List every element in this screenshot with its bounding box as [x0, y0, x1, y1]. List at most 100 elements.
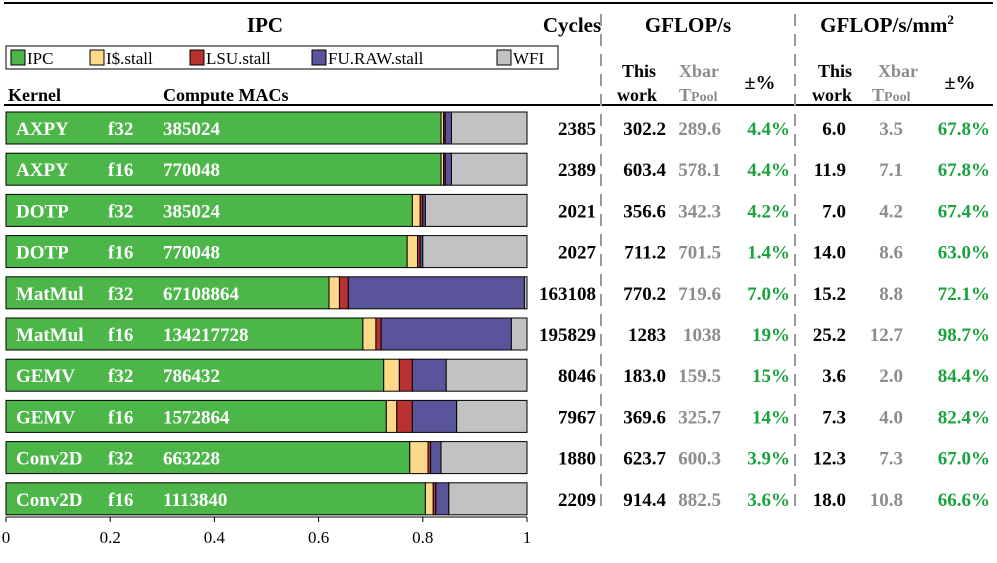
- row-2: DOTP f32 385024 2021 356.6 342.3 4.2% 7.0 4.2 67.…: [5, 193, 990, 227]
- row-cycles: 163108: [539, 284, 596, 305]
- row-gflops-pct: 15%: [752, 366, 790, 387]
- row-macs: 663228: [163, 449, 220, 470]
- row-area-this: 3.6: [822, 366, 846, 387]
- row-macs: 770048: [163, 160, 220, 181]
- sub-tpool-2: TPool: [872, 85, 911, 105]
- row-8: Conv2D f32 663228 1880 623.7 600.3 3.9% 12.3 7.3…: [5, 441, 990, 475]
- bar-6-ipc: [5, 358, 385, 392]
- row-0: AXPY f32 385024 2385 302.2 289.6 4.4% 6.0 3.5 67.…: [5, 111, 990, 145]
- x-tick-label-4: 0.8: [412, 528, 433, 547]
- row-1: AXPY f16 770048 2389 603.4 578.1 4.4% 11.9 7.1 67…: [5, 152, 990, 186]
- row-macs: 67108864: [163, 284, 240, 305]
- row-gflops-this: 369.6: [623, 407, 666, 428]
- row-cycles: 2385: [558, 119, 596, 140]
- row-gflops-pct: 14%: [752, 407, 790, 428]
- row-gflops-xbar: 882.5: [678, 490, 721, 511]
- row-area-pct: 82.4%: [938, 407, 990, 428]
- row-area-pct: 67.4%: [938, 201, 990, 222]
- bar-7-wfi: [456, 399, 528, 433]
- bar-4-fu-raw-stall: [347, 276, 525, 310]
- legend-swatch-1: [89, 49, 105, 66]
- row-7: GEMV f16 1572864 7967 369.6 325.7 14% 7.3 4.0 82.…: [5, 399, 990, 433]
- header-compute-macs: Compute MACs: [163, 85, 289, 105]
- x-tick-label-2: 0.4: [204, 528, 226, 547]
- row-area-xbar: 3.5: [879, 119, 903, 140]
- row-6: GEMV f32 786432 8046 183.0 159.5 15% 3.6 2.0 84.4…: [5, 358, 990, 392]
- row-precision: f16: [108, 490, 133, 511]
- row-macs: 134217728: [163, 325, 249, 346]
- row-cycles: 195829: [539, 325, 596, 346]
- header-kernel: Kernel: [8, 85, 61, 105]
- row-kernel: Conv2D: [16, 449, 83, 470]
- bar-8-i-stall: [409, 441, 429, 475]
- bar-6-fu-raw-stall: [411, 358, 447, 392]
- sub-xbar-2: Xbar: [878, 61, 918, 81]
- bar-5-fu-raw-stall: [380, 317, 512, 351]
- row-area-xbar: 8.8: [879, 284, 903, 305]
- x-axis: 0 0.2 0.4 0.6 0.8 1: [2, 516, 532, 547]
- row-kernel: GEMV: [16, 366, 75, 387]
- row-precision: f32: [108, 201, 133, 222]
- row-gflops-xbar: 159.5: [678, 366, 721, 387]
- row-area-pct: 67.0%: [938, 449, 990, 470]
- header-cycles: Cycles: [543, 13, 601, 37]
- row-area-pct: 67.8%: [938, 119, 990, 140]
- bar-5-ipc: [5, 317, 364, 351]
- area-subheader: This work Xbar TPool ±%: [812, 61, 975, 105]
- bar-1-ipc: [5, 152, 442, 186]
- sub-tpool: TPool: [679, 85, 718, 105]
- bar-1-wfi: [450, 152, 528, 186]
- row-gflops-this: 183.0: [623, 366, 666, 387]
- row-area-this: 11.9: [814, 160, 846, 181]
- row-area-this: 15.2: [813, 284, 846, 305]
- row-gflops-xbar: 701.5: [678, 243, 721, 264]
- row-kernel: MatMul: [16, 284, 84, 305]
- x-tick-label-5: 1: [523, 528, 532, 547]
- row-gflops-this: 1283: [628, 325, 666, 346]
- header-gflops-mm2-sup: 2: [947, 12, 954, 27]
- row-area-pct: 63.0%: [938, 243, 990, 264]
- row-cycles: 7967: [558, 407, 597, 428]
- row-gflops-xbar: 289.6: [678, 119, 721, 140]
- row-area-this: 14.0: [813, 243, 846, 264]
- data-rows: AXPY f32 385024 2385 302.2 289.6 4.4% 6.0 3.5 67.…: [5, 111, 990, 516]
- legend-swatch-3: [311, 49, 327, 66]
- x-tick-label-1: 0.2: [100, 528, 121, 547]
- legend-swatch-2: [189, 49, 205, 66]
- bar-7-lsu-stall: [396, 399, 413, 433]
- row-gflops-pct: 19%: [752, 325, 790, 346]
- row-precision: f16: [108, 407, 133, 428]
- bar-7-fu-raw-stall: [411, 399, 458, 433]
- row-3: DOTP f16 770048 2027 711.2 701.5 1.4% 14.0 8.6 63…: [5, 235, 990, 269]
- sub-pct-2: ±%: [945, 72, 976, 94]
- row-gflops-xbar: 578.1: [678, 160, 721, 181]
- row-area-xbar: 8.6: [879, 243, 903, 264]
- header-gflops-mm2: GFLOP/s/mm2: [820, 12, 954, 37]
- row-cycles: 2027: [558, 243, 597, 264]
- bar-0-fu-raw-stall: [444, 111, 452, 145]
- bar-4-wfi: [523, 276, 528, 310]
- header-gflops-mm2-base: GFLOP/s/mm: [820, 13, 948, 37]
- row-gflops-xbar: 600.3: [678, 449, 721, 470]
- bar-4-ipc: [5, 276, 330, 310]
- sub-work: work: [617, 85, 657, 105]
- bar-8-fu-raw-stall: [430, 441, 442, 475]
- row-gflops-pct: 1.4%: [747, 243, 790, 264]
- row-area-pct: 72.1%: [938, 284, 990, 305]
- bar-6-lsu-stall: [398, 358, 413, 392]
- bar-4-i-stall: [328, 276, 340, 310]
- header-gflops: GFLOP/s: [645, 13, 731, 37]
- row-macs: 786432: [163, 366, 220, 387]
- legend-label-3: FU.RAW.stall: [328, 49, 424, 68]
- row-gflops-this: 302.2: [623, 119, 666, 140]
- row-precision: f32: [108, 119, 133, 140]
- bar-9-ipc: [5, 482, 426, 516]
- row-kernel: DOTP: [16, 243, 69, 264]
- row-gflops-xbar: 719.6: [678, 284, 721, 305]
- row-gflops-xbar: 1038: [683, 325, 721, 346]
- row-macs: 770048: [163, 243, 220, 264]
- bar-8-ipc: [5, 441, 411, 475]
- row-area-xbar: 10.8: [870, 490, 903, 511]
- sub-tpool-rest-2: Pool: [884, 90, 911, 105]
